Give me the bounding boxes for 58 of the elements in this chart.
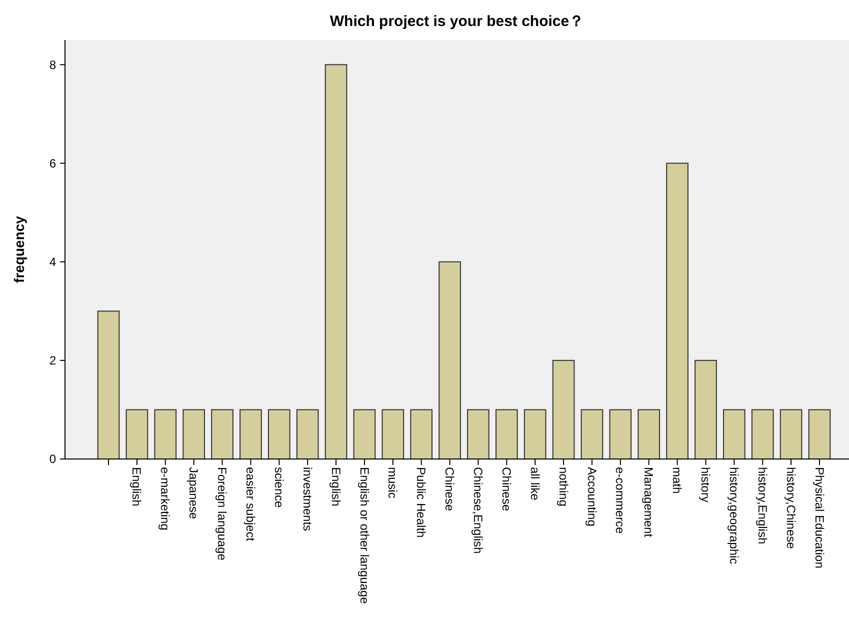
bar [751,409,774,460]
x-tick-label: history,English [755,467,770,544]
bar [211,409,234,460]
bar [780,409,802,460]
x-tick-label: English or other language [357,467,372,604]
x-tick-label: Chinese [499,467,514,512]
x-tick-label: Japanese [186,467,201,520]
bar [495,409,518,460]
x-tick-label: science [272,467,286,508]
bar [438,261,461,460]
bar [524,409,546,460]
x-tick-label: history,geographic [726,467,741,564]
x-tick-label: easier subject [244,467,258,542]
chart-title: Which project is your best choice？ [330,13,584,30]
x-tick-label: Management [642,467,656,538]
y-tick-label: 2 [49,354,56,368]
bar [552,360,575,460]
bar [324,64,348,460]
x-tick-label: Chinese,English [471,467,486,554]
bar [410,409,433,460]
bar [97,310,120,460]
y-tick-label: 0 [49,452,56,466]
x-tick-label: English [328,467,343,506]
y-tick-label: 8 [49,58,56,72]
x-tick-label: e-marketing [158,467,172,530]
bar [580,409,604,460]
x-tick-label: music [386,467,400,498]
x-tick-label: Accounting [584,467,599,526]
x-tick-label: all like [528,467,542,501]
bar [723,409,746,460]
x-tick-label: nothing [556,467,570,506]
bar [467,409,490,460]
y-axis-title: frequency [11,216,27,283]
bar [182,409,205,460]
bar [240,409,262,460]
bar [126,409,148,460]
bar [154,409,177,460]
x-tick-label: Foreign language [215,467,230,561]
x-tick-label: history,Chinese [784,467,798,550]
bar [353,409,376,460]
x-tick-label: Physical Education [812,467,826,568]
bar [694,360,717,460]
x-tick-label: math [670,467,684,494]
x-tick-label: e-commerce [613,467,628,534]
bar [268,409,290,460]
bar [808,409,831,460]
x-tick-label: investments [300,467,314,532]
bar [609,409,632,460]
y-tick-label: 4 [49,255,56,270]
x-tick-label: Chinese [442,467,457,512]
bar [296,409,319,460]
bar [638,409,660,460]
x-tick-label: history [698,467,713,502]
x-tick-label: English [130,467,144,506]
x-tick-label: Public Health [414,467,428,538]
bar [666,162,688,460]
bar [382,409,404,460]
y-tick-label: 6 [49,156,56,170]
